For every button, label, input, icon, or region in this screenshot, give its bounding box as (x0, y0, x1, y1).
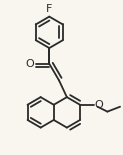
Text: F: F (46, 4, 53, 14)
Text: O: O (25, 59, 34, 69)
Text: O: O (95, 100, 103, 110)
